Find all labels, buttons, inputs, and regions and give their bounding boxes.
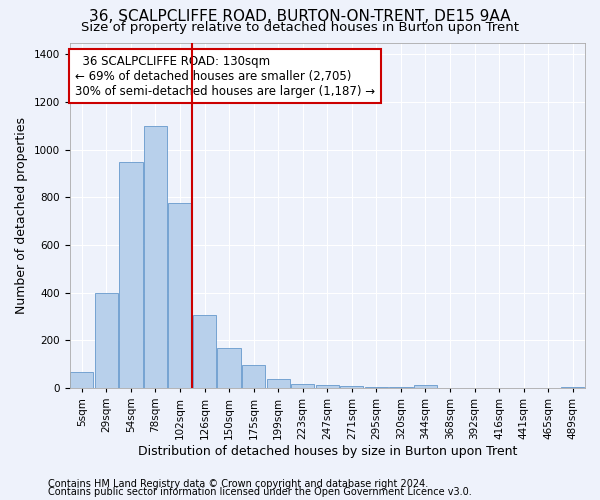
Text: Contains HM Land Registry data © Crown copyright and database right 2024.: Contains HM Land Registry data © Crown c… (48, 479, 428, 489)
Bar (561, 386, 584, 388)
Text: Size of property relative to detached houses in Burton upon Trent: Size of property relative to detached ho… (81, 21, 519, 34)
Text: Contains public sector information licensed under the Open Government Licence v3: Contains public sector information licen… (48, 487, 472, 497)
Bar (389, 387, 413, 388)
Bar (266, 380, 290, 388)
Bar (365, 386, 388, 388)
Bar (242, 365, 265, 388)
Bar (217, 348, 241, 388)
Text: 36, SCALPCLIFFE ROAD, BURTON-ON-TRENT, DE15 9AA: 36, SCALPCLIFFE ROAD, BURTON-ON-TRENT, D… (89, 9, 511, 24)
Y-axis label: Number of detached properties: Number of detached properties (15, 116, 28, 314)
Bar (291, 384, 314, 388)
Bar (414, 386, 437, 388)
X-axis label: Distribution of detached houses by size in Burton upon Trent: Distribution of detached houses by size … (137, 444, 517, 458)
Bar (340, 386, 364, 388)
Bar (144, 126, 167, 388)
Bar (193, 315, 216, 388)
Bar (316, 385, 339, 388)
Text: 36 SCALPCLIFFE ROAD: 130sqm  
← 69% of detached houses are smaller (2,705)
30% o: 36 SCALPCLIFFE ROAD: 130sqm ← 69% of det… (74, 54, 375, 98)
Bar (95, 292, 118, 388)
Bar (119, 162, 143, 388)
Bar (70, 372, 94, 388)
Bar (169, 203, 191, 388)
